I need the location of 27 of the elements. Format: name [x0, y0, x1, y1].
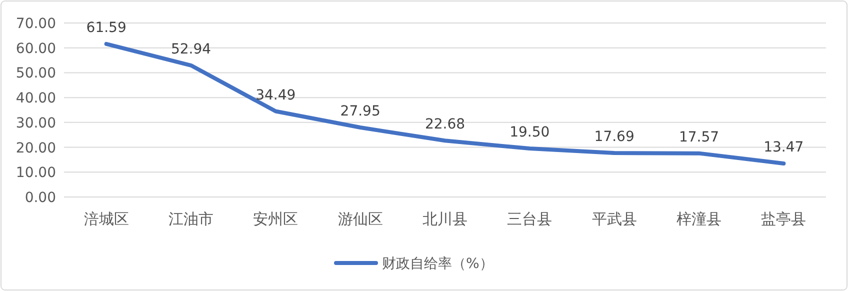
x-tick-label: 涪城区 — [84, 210, 129, 228]
data-label: 61.59 — [86, 20, 126, 36]
data-label: 13.47 — [764, 140, 804, 156]
y-tick-label: 70.00 — [16, 16, 56, 32]
y-tick-label: 40.00 — [16, 90, 56, 107]
data-label: 27.95 — [340, 104, 380, 120]
x-tick-label: 平武县 — [592, 210, 637, 228]
x-tick-label: 北川县 — [422, 210, 468, 228]
data-label: 17.57 — [678, 129, 720, 146]
y-tick-label: 20.00 — [16, 140, 56, 156]
y-tick-label: 50.00 — [16, 66, 56, 82]
data-label: 17.69 — [594, 129, 634, 146]
y-tick-label: 30.00 — [16, 115, 56, 132]
x-tick-label: 安州区 — [253, 210, 298, 228]
x-tick-label: 江油市 — [168, 210, 214, 228]
y-tick-label: 10.00 — [16, 165, 56, 182]
data-label: 34.49 — [256, 87, 296, 104]
x-tick-label: 游仙区 — [338, 210, 383, 228]
x-tick-label: 梓潼县 — [676, 210, 722, 228]
data-label: 19.50 — [510, 124, 550, 141]
legend-label: 财政自给率（%） — [382, 256, 494, 272]
data-label: 52.94 — [170, 41, 212, 58]
x-tick-label: 三台县 — [507, 210, 552, 228]
data-label: 22.68 — [424, 116, 466, 133]
x-tick-label: 盐亭县 — [761, 210, 806, 228]
y-tick-label: 0.00 — [24, 190, 56, 206]
y-tick-label: 60.00 — [16, 40, 56, 57]
